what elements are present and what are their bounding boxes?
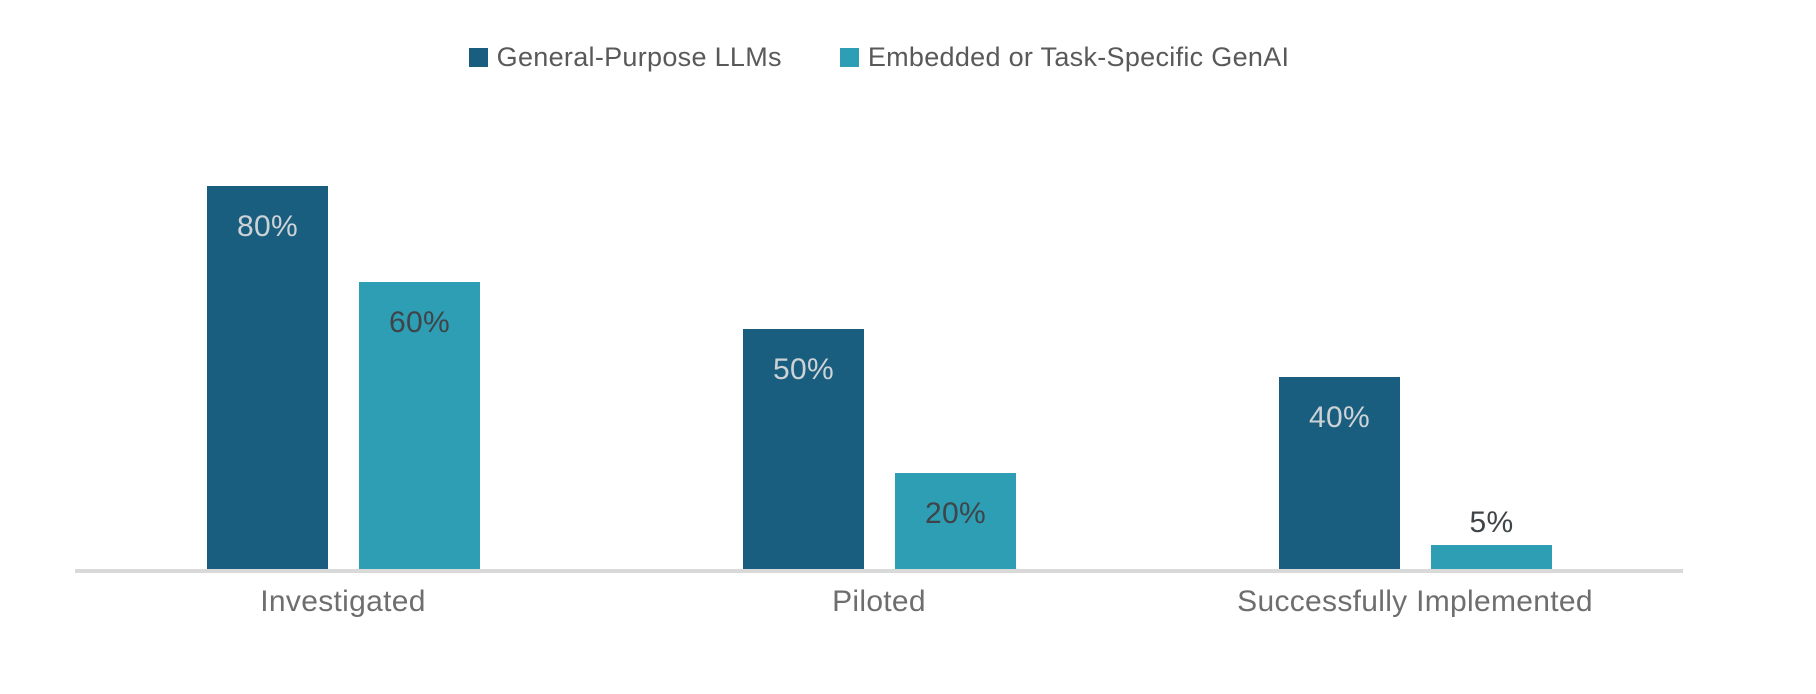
value-label-general-purpose-llms-successfully-implemented: 40% — [1309, 401, 1370, 434]
bar-embedded-or-task-specific-genai-piloted: 20% — [895, 473, 1016, 569]
legend-label: General-Purpose LLMs — [496, 42, 782, 72]
bar-general-purpose-llms-successfully-implemented: 40% — [1279, 377, 1400, 569]
value-label-embedded-or-task-specific-genai-piloted: 20% — [925, 497, 986, 530]
bar-general-purpose-llms-piloted: 50% — [743, 329, 864, 569]
legend-swatch-icon — [839, 48, 859, 67]
legend-label: Embedded or Task-Specific GenAI — [867, 42, 1290, 72]
value-label-embedded-or-task-specific-genai-successfully-implemented: 5% — [1469, 506, 1514, 539]
legend-item-general-purpose-llms: General-Purpose LLMs — [468, 42, 782, 73]
value-label-embedded-or-task-specific-genai-investigated: 60% — [389, 306, 450, 339]
legend: General-Purpose LLMs Embedded or Task-Spe… — [75, 42, 1683, 73]
bar-embedded-or-task-specific-genai-investigated: 60% — [359, 282, 480, 569]
x-axis-line — [75, 569, 1683, 573]
legend-item-embedded-or-task-specific-genai: Embedded or Task-Specific GenAI — [839, 42, 1290, 73]
bar-embedded-or-task-specific-genai-successfully-implemented — [1431, 545, 1552, 569]
bar-general-purpose-llms-investigated: 80% — [207, 186, 328, 569]
value-label-general-purpose-llms-piloted: 50% — [773, 353, 834, 386]
value-label-general-purpose-llms-investigated: 80% — [237, 210, 298, 243]
legend-swatch-icon — [468, 48, 488, 67]
x-axis-label-successfully-implemented: Successfully Implemented — [1237, 585, 1593, 618]
x-axis-label-investigated: Investigated — [260, 585, 426, 618]
x-axis-label-piloted: Piloted — [832, 585, 926, 618]
